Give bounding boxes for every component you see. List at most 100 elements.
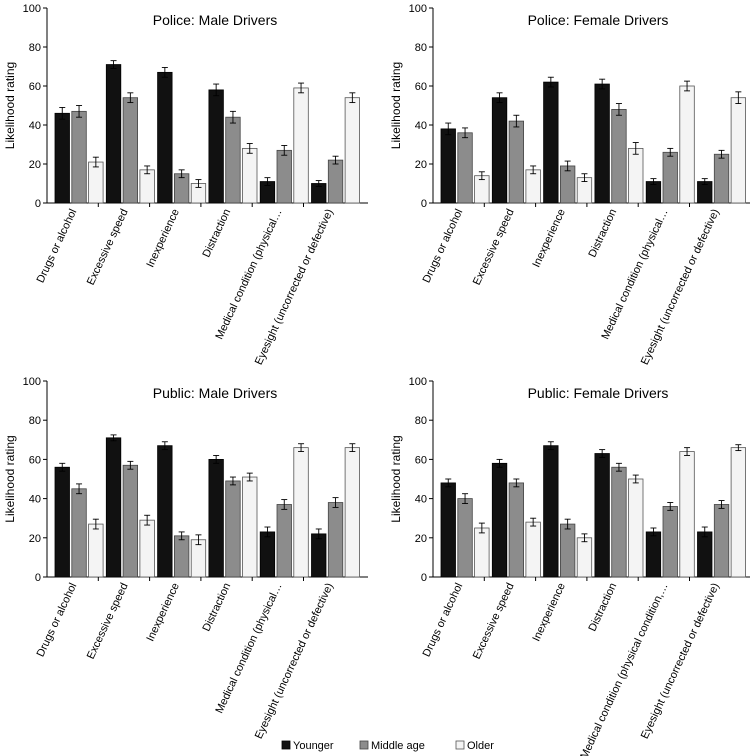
bar-older xyxy=(679,451,695,578)
bar-middle xyxy=(71,110,87,204)
y-tick-label: 100 xyxy=(409,376,427,388)
x-tick-label: Drugs or alcohol xyxy=(35,581,80,659)
bar-older xyxy=(344,447,361,578)
bar-middle xyxy=(713,153,730,204)
x-tick-label: Drugs or alcohol xyxy=(421,581,466,659)
bar-middle xyxy=(457,132,473,204)
y-tick-label: 20 xyxy=(415,533,427,545)
chart-title: Police: Female Drivers xyxy=(528,12,669,28)
y-tick-label: 0 xyxy=(35,198,41,210)
bar-middle xyxy=(276,149,292,204)
bar-older xyxy=(88,523,104,578)
x-tick-label: Drugs or alcohol xyxy=(35,207,80,285)
y-tick-label: 20 xyxy=(415,159,427,171)
bar-older xyxy=(344,97,361,204)
y-tick-label: 80 xyxy=(29,415,41,427)
bar-middle xyxy=(560,165,576,204)
bar-younger xyxy=(697,531,713,578)
bar-younger xyxy=(105,437,122,578)
bar-middle xyxy=(508,482,525,578)
bar-middle xyxy=(276,504,292,578)
bar-middle xyxy=(173,535,190,578)
bar-younger xyxy=(491,97,508,204)
x-tick-label: Medical condition (physical condition,… xyxy=(578,581,670,756)
y-tick-label: 20 xyxy=(29,159,41,171)
bar-younger xyxy=(105,64,122,204)
bar-middle xyxy=(662,506,678,578)
x-tick-label: Excessive speed xyxy=(85,581,131,661)
bar-middle xyxy=(327,159,344,204)
legend-label-middle: Middle age xyxy=(371,740,425,752)
legend-swatch-older xyxy=(455,740,465,750)
y-tick-label: 60 xyxy=(415,81,427,93)
bar-younger xyxy=(259,531,276,578)
bar-older xyxy=(242,476,258,578)
bar-older xyxy=(679,85,695,204)
bar-older xyxy=(730,447,746,578)
y-tick-label: 100 xyxy=(409,3,427,15)
bar-younger xyxy=(157,445,173,578)
legend-swatch-middle xyxy=(359,740,369,750)
bar-middle xyxy=(713,504,730,578)
y-tick-label: 60 xyxy=(29,454,41,466)
legend-swatch-younger xyxy=(281,740,291,750)
y-tick-label: 100 xyxy=(23,376,41,388)
bar-younger xyxy=(440,128,456,204)
bar-older xyxy=(730,97,746,204)
legend: Younger Middle age Older xyxy=(281,740,494,752)
bar-middle xyxy=(611,466,627,578)
y-axis-label: Likelihood rating xyxy=(389,435,403,522)
y-axis-label: Likelihood rating xyxy=(389,62,403,149)
bar-middle xyxy=(122,97,138,204)
legend-label-older: Older xyxy=(467,740,494,752)
bar-younger xyxy=(54,466,70,578)
bar-younger xyxy=(208,89,224,204)
chart-panel-4: 0 20 40 60 80 100 Likelihood rating Public: Fem… xyxy=(389,376,750,756)
bar-middle xyxy=(560,523,576,578)
x-tick-label: Distraction xyxy=(200,581,233,633)
bar-middle xyxy=(173,173,190,204)
y-tick-label: 80 xyxy=(415,42,427,54)
bar-older xyxy=(139,519,155,578)
bar-younger xyxy=(208,458,224,578)
bar-younger xyxy=(543,445,559,578)
y-axis-label: Likelihood rating xyxy=(3,435,17,522)
y-tick-label: 100 xyxy=(23,3,41,15)
bar-middle xyxy=(457,498,473,578)
bar-younger xyxy=(157,71,173,204)
bar-middle xyxy=(225,480,241,578)
x-tick-label: Drugs or alcohol xyxy=(421,207,466,285)
y-tick-label: 0 xyxy=(421,198,427,210)
bar-older xyxy=(293,447,309,578)
bar-older xyxy=(628,478,644,578)
bar-older xyxy=(525,169,541,204)
legend-label-younger: Younger xyxy=(293,740,334,752)
y-tick-label: 80 xyxy=(415,415,427,427)
y-tick-label: 60 xyxy=(29,81,41,93)
bar-younger xyxy=(543,81,559,204)
x-tick-label: Excessive speed xyxy=(471,207,517,287)
bar-older xyxy=(293,87,309,204)
x-tick-label: Distraction xyxy=(586,207,619,259)
x-tick-label: Inexperience xyxy=(144,581,182,643)
chart-panel-2: 0 20 40 60 80 100 Likelihood rating Police: Fem… xyxy=(389,3,750,367)
bar-younger xyxy=(491,462,508,578)
bar-older xyxy=(525,521,541,578)
y-tick-label: 20 xyxy=(29,533,41,545)
chart-panel-3: 0 20 40 60 80 100 Likelihood rating Public: Mal… xyxy=(3,376,368,741)
bar-older xyxy=(628,147,644,204)
y-tick-label: 40 xyxy=(29,120,41,132)
chart-title: Police: Male Drivers xyxy=(153,12,277,28)
chart-panel-1: 0 20 40 60 80 100 Likelihood rating Police: Mal… xyxy=(3,3,368,367)
bar-middle xyxy=(327,502,344,578)
bar-younger xyxy=(440,482,456,578)
chart-title: Public: Female Drivers xyxy=(528,385,669,401)
bar-middle xyxy=(611,109,627,204)
y-tick-label: 40 xyxy=(415,494,427,506)
bar-younger xyxy=(311,533,327,578)
bar-older xyxy=(190,539,207,578)
y-tick-label: 60 xyxy=(415,454,427,466)
y-tick-label: 80 xyxy=(29,42,41,54)
